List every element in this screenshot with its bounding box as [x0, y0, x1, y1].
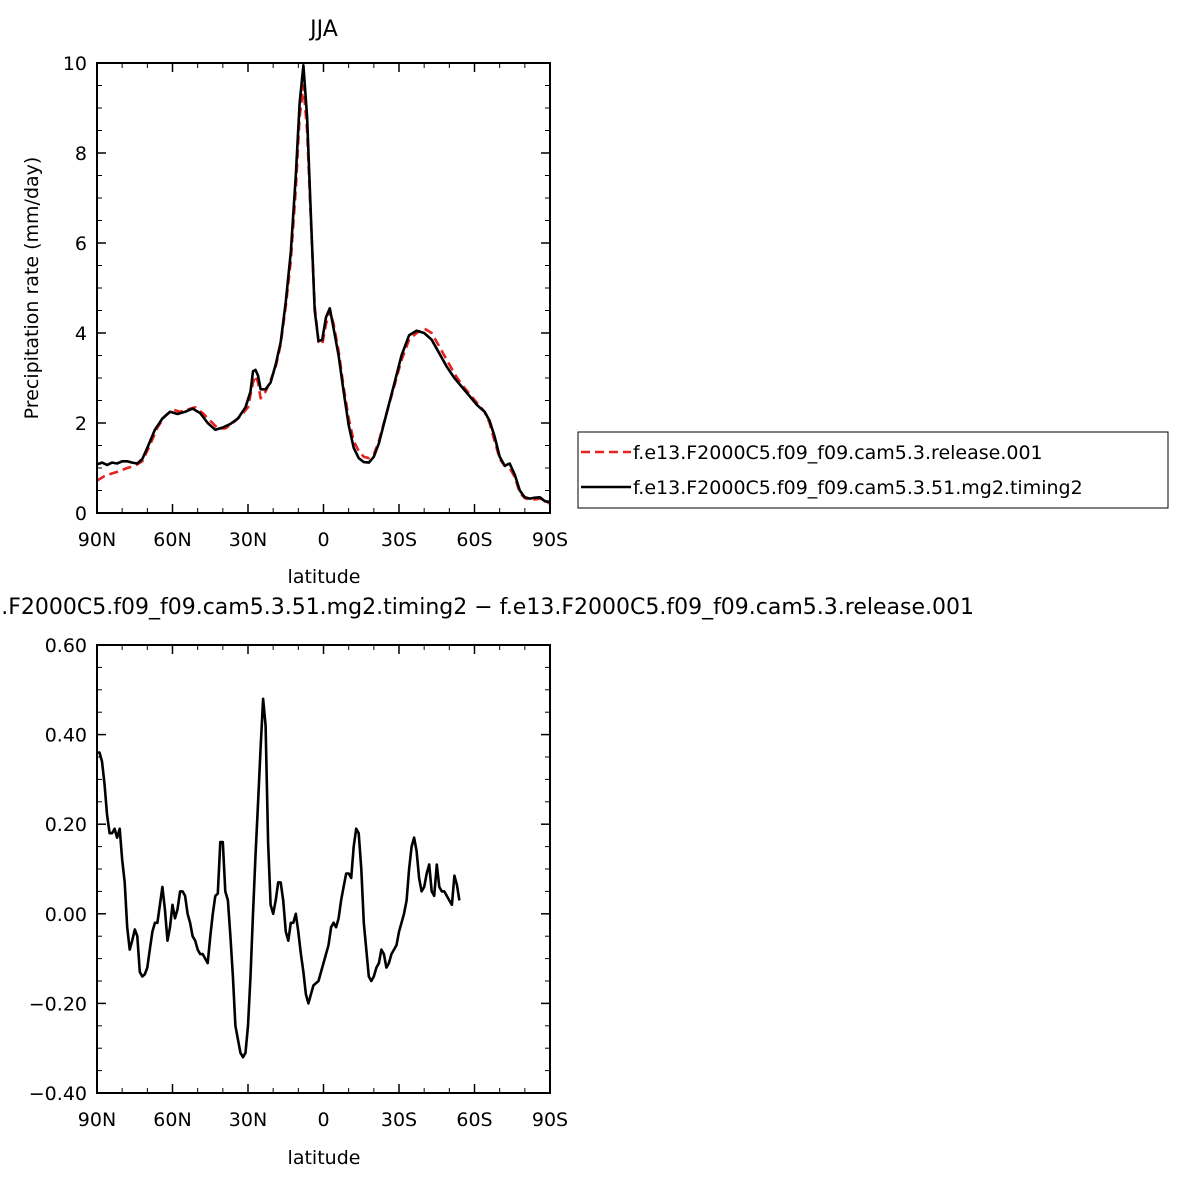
y-tick-label: 2: [75, 413, 87, 435]
x-tick-label: 60S: [456, 529, 492, 551]
x-tick-label: 60S: [456, 1109, 492, 1131]
top-x-axis-label: latitude: [288, 566, 361, 588]
bottom-panel: f.e13.F2000C5.f09_f09.cam5.3.51.mg2.timi…: [0, 595, 974, 1169]
y-tick-label: −0.40: [29, 1083, 87, 1105]
x-tick-label: 0: [317, 529, 329, 551]
y-tick-label: 0.60: [45, 635, 87, 657]
y-tick-label: 0: [75, 503, 87, 525]
x-tick-label: 90S: [532, 529, 568, 551]
x-tick-label: 30N: [229, 529, 267, 551]
series-line-1: [96, 64, 551, 504]
bottom-ticks: [96, 644, 551, 1094]
bottom-x-axis-label: latitude: [288, 1147, 361, 1169]
x-tick-label: 30S: [381, 529, 417, 551]
y-tick-label: 10: [63, 53, 87, 75]
top-ticks: [96, 62, 551, 514]
top-series-group: [96, 64, 551, 506]
bottom-chart-title: f.e13.F2000C5.f09_f09.cam5.3.51.mg2.timi…: [0, 595, 974, 620]
legend-label-release: f.e13.F2000C5.f09_f09.cam5.3.release.001: [633, 442, 1043, 464]
x-tick-label: 90N: [78, 1109, 116, 1131]
y-tick-label: 4: [75, 323, 87, 345]
series-line-0: [97, 697, 461, 1059]
x-tick-label: 60N: [153, 529, 191, 551]
bottom-plot-frame: [96, 644, 551, 1094]
bottom-series-group: [97, 697, 461, 1059]
x-tick-label: 0: [317, 1109, 329, 1131]
bottom-y-tick-labels: 0.60 0.40 0.20 0.00 −0.20 −0.40: [29, 635, 87, 1105]
y-tick-label: 8: [75, 143, 87, 165]
x-tick-label: 90N: [78, 529, 116, 551]
y-tick-label: −0.20: [29, 993, 87, 1015]
y-tick-label: 0.00: [45, 904, 87, 926]
x-tick-label: 30S: [381, 1109, 417, 1131]
top-y-tick-labels: 0 2 4 6 8 10: [63, 53, 87, 525]
legend-label-timing2: f.e13.F2000C5.f09_f09.cam5.3.51.mg2.timi…: [633, 477, 1083, 499]
top-y-axis-label: Precipitation rate (mm/day): [21, 157, 43, 420]
legend-box: [577, 431, 1169, 509]
y-tick-label: 0.20: [45, 814, 87, 836]
x-tick-label: 90S: [532, 1109, 568, 1131]
bottom-x-tick-labels: 90N 60N 30N 0 30S 60S 90S: [78, 1109, 568, 1131]
top-x-tick-labels: 90N 60N 30N 0 30S 60S 90S: [78, 529, 568, 551]
series-line-0: [96, 84, 551, 506]
top-chart-title: JJA: [308, 17, 338, 42]
x-tick-label: 60N: [153, 1109, 191, 1131]
top-panel: JJA 90N 60N 30N 0 30S 60S 90S 0 2 4 6 8 10 latitude…: [21, 17, 568, 588]
y-tick-label: 6: [75, 233, 87, 255]
legend: f.e13.F2000C5.f09_f09.cam5.3.release.001…: [577, 431, 1169, 509]
top-plot-frame: [96, 62, 551, 514]
x-tick-label: 30N: [229, 1109, 267, 1131]
y-tick-label: 0.40: [45, 725, 87, 747]
